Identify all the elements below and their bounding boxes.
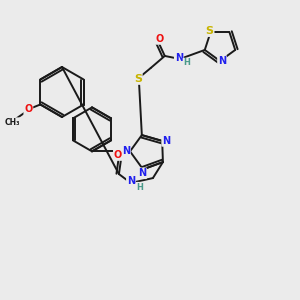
Text: O: O xyxy=(24,104,32,115)
Text: N: N xyxy=(175,53,183,63)
Text: CH₃: CH₃ xyxy=(4,118,20,127)
Text: N: N xyxy=(162,136,170,146)
Text: O: O xyxy=(114,150,122,160)
Text: H: H xyxy=(183,58,190,68)
Text: S: S xyxy=(134,74,142,84)
Text: O: O xyxy=(156,34,164,44)
Text: N: N xyxy=(122,146,130,156)
Text: N: N xyxy=(127,176,135,186)
Text: N: N xyxy=(138,168,146,178)
Text: S: S xyxy=(206,26,214,36)
Text: H: H xyxy=(136,183,143,192)
Text: N: N xyxy=(218,56,226,66)
